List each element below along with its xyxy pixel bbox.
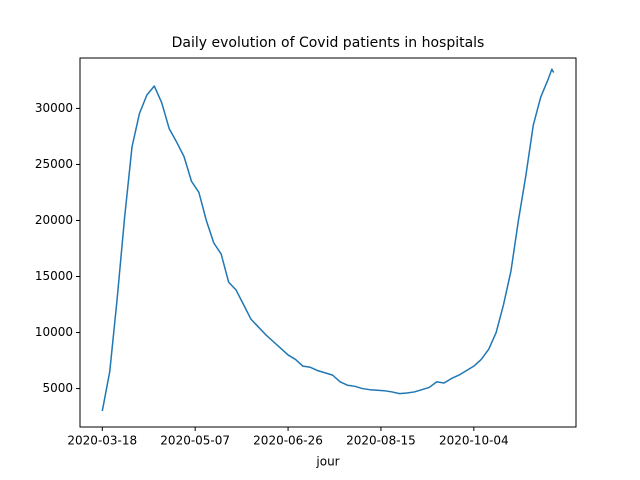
y-tick-label: 20000 — [35, 213, 73, 227]
y-tick-label: 10000 — [35, 325, 73, 339]
data-line — [101, 68, 555, 412]
y-tick-label: 5000 — [42, 381, 73, 395]
x-tick-label: 2020-10-04 — [439, 434, 509, 448]
y-tick-label: 25000 — [35, 157, 73, 171]
y-tick-label: 30000 — [35, 101, 73, 115]
x-tick-label: 2020-06-26 — [253, 434, 323, 448]
plot-frame — [79, 57, 577, 428]
chart-title: Daily evolution of Covid patients in hos… — [172, 35, 485, 51]
x-axis-label: jour — [315, 455, 339, 469]
x-tick-label: 2020-08-15 — [346, 434, 416, 448]
x-tick-label: 2020-05-07 — [160, 434, 230, 448]
x-tick-label: 2020-03-18 — [67, 434, 137, 448]
y-tick-label: 15000 — [35, 269, 73, 283]
